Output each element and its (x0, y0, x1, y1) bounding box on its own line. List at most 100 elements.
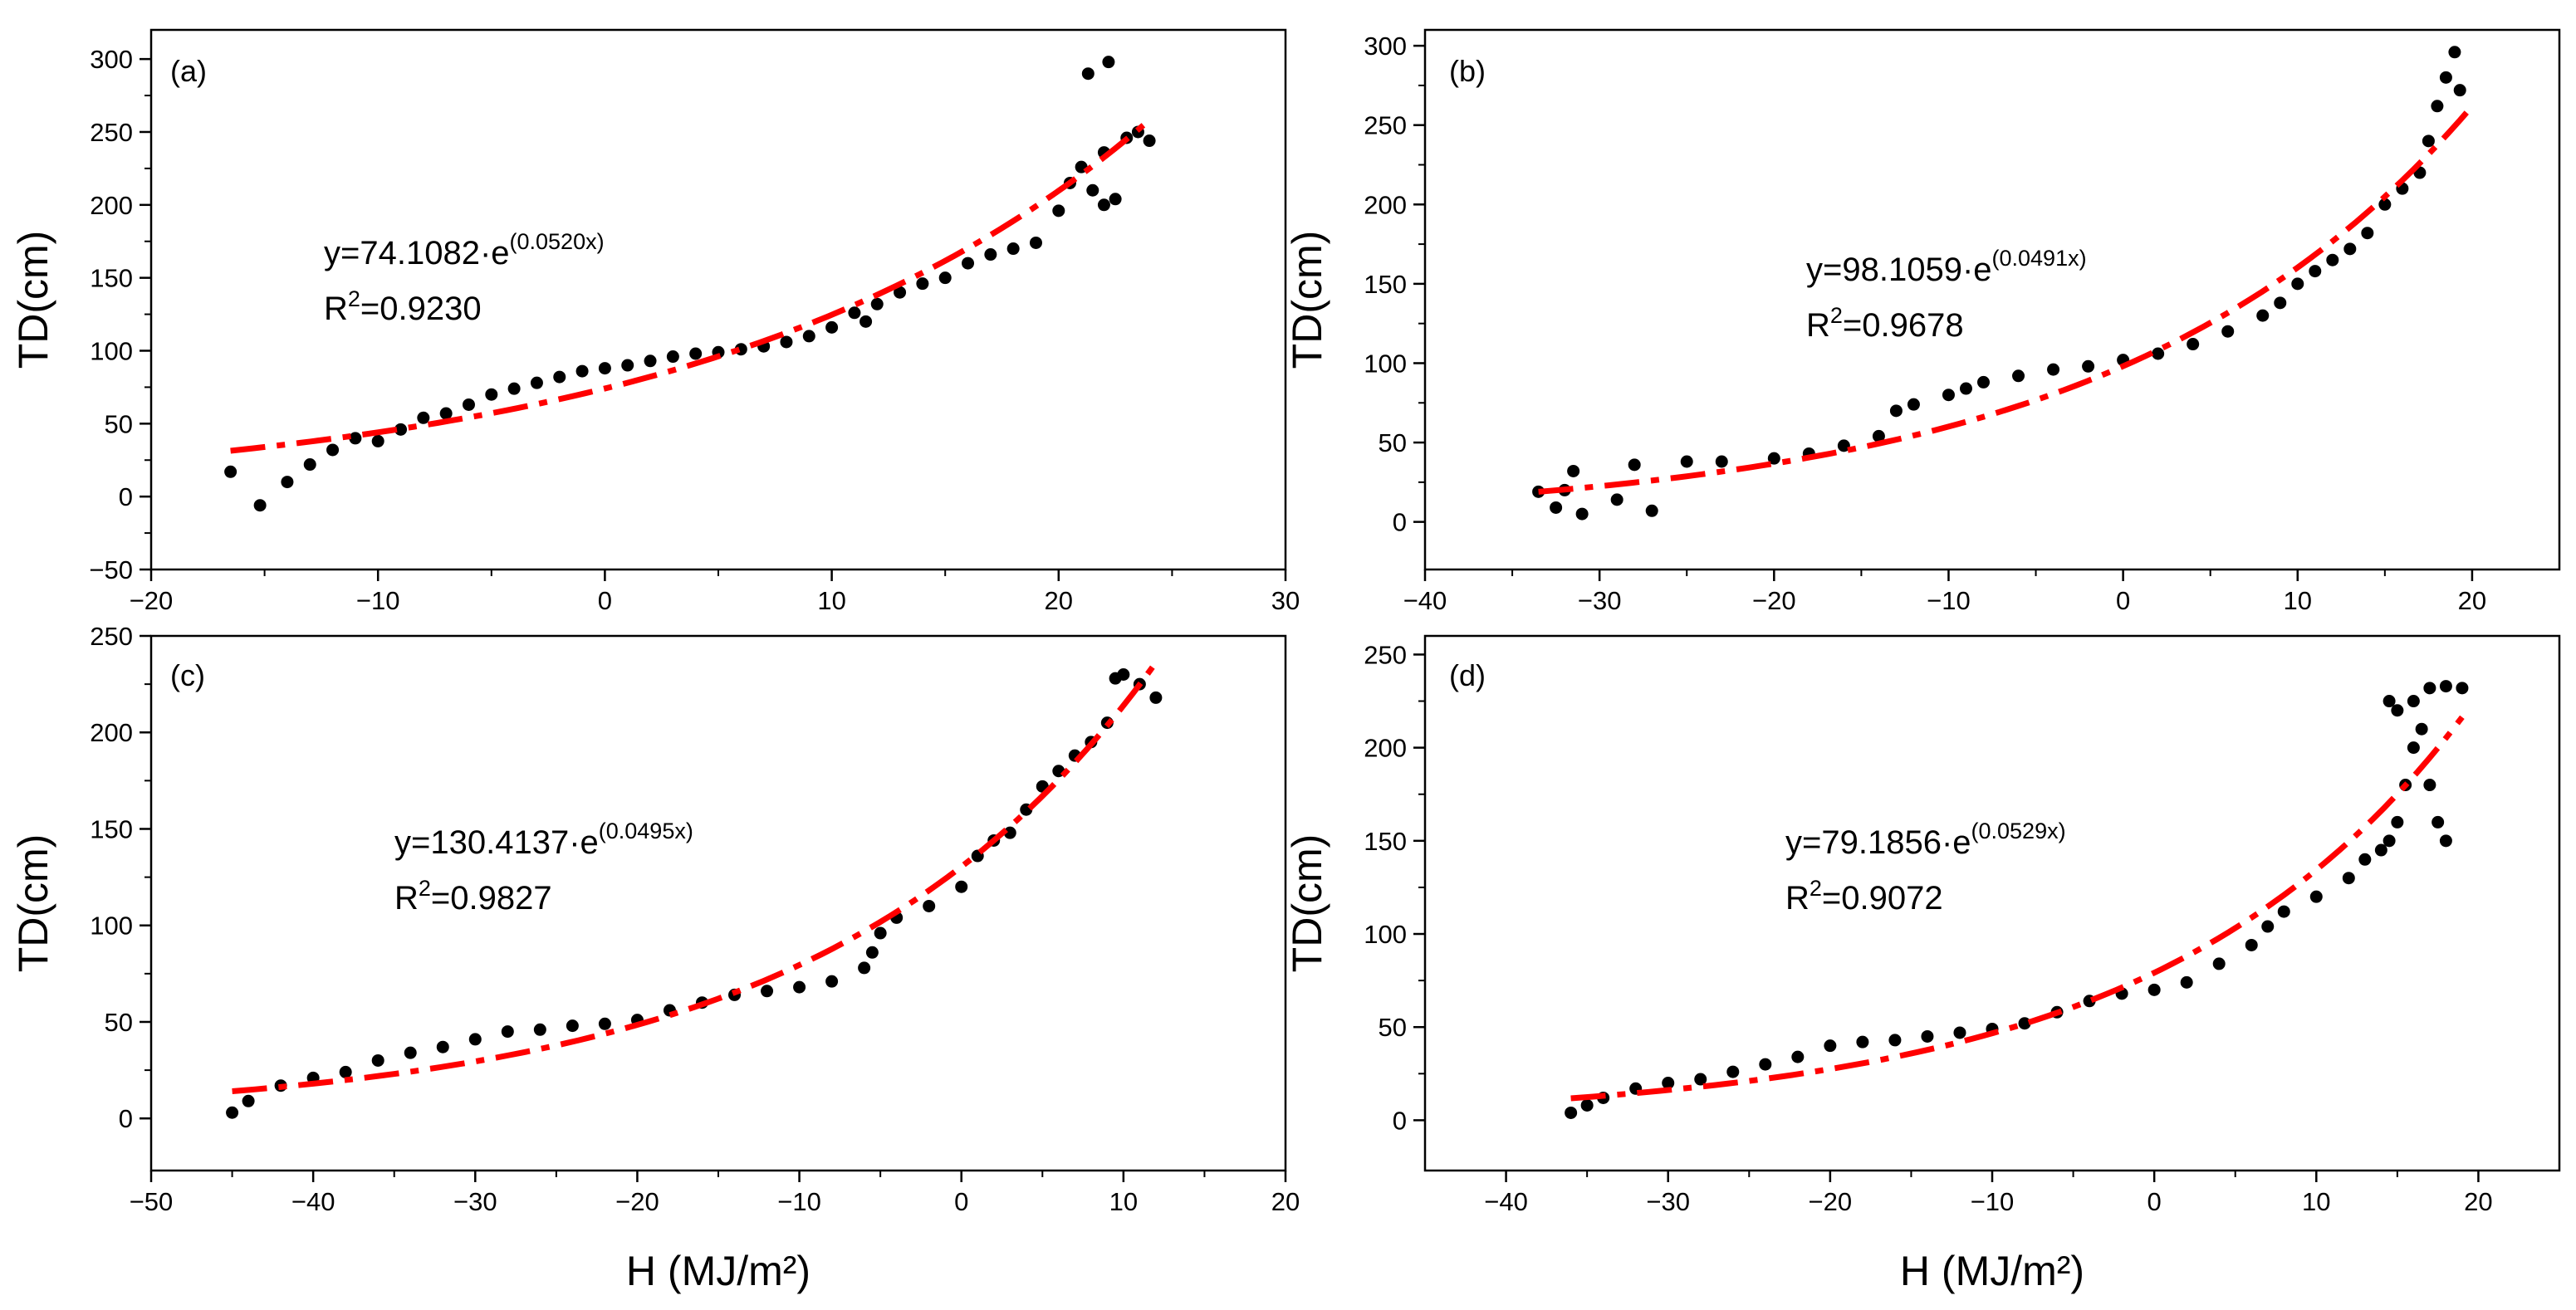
data-point (404, 1046, 417, 1059)
data-point (2277, 905, 2290, 918)
data-point (1149, 691, 1163, 704)
plot-frame (149, 634, 1287, 1172)
data-point (1109, 193, 1122, 206)
data-point (2431, 100, 2444, 113)
data-point (2082, 359, 2095, 373)
fit-equation-exponent: (0.0491x) (1992, 246, 2087, 271)
data-point (761, 985, 774, 998)
data-point (1662, 1077, 1675, 1090)
fit-equation-base: y=74.1082·e (324, 235, 510, 271)
x-tick-label: 10 (1109, 1187, 1138, 1216)
data-point (553, 370, 566, 384)
y-tick-label: 200 (1364, 734, 1407, 763)
data-point (2439, 680, 2452, 693)
data-point (793, 980, 806, 994)
data-point (2378, 198, 2392, 211)
data-point (865, 946, 879, 959)
fit-equation: y=130.4137·e(0.0495x) (394, 819, 693, 861)
x-tick-label: −50 (130, 1187, 174, 1216)
panel-label: (a) (170, 54, 207, 88)
x-tick-label: −30 (453, 1187, 497, 1216)
y-tick-label: 150 (1364, 827, 1407, 856)
data-point (326, 443, 340, 457)
data-point (825, 975, 839, 988)
data-point (253, 499, 267, 512)
data-point (436, 1040, 449, 1053)
data-point (281, 476, 294, 489)
data-point (984, 248, 997, 262)
data-point (417, 411, 430, 424)
panel-label: (c) (170, 658, 205, 692)
r-squared: R2=0.9678 (1806, 303, 1964, 344)
data-point (1680, 455, 1693, 468)
data-point (2448, 46, 2461, 59)
y-tick-label: 250 (1364, 111, 1407, 140)
data-point (2361, 227, 2374, 240)
x-tick-label: −20 (615, 1187, 659, 1216)
fit-equation: y=74.1082·e(0.0520x) (324, 229, 605, 271)
data-point (802, 330, 815, 343)
data-point (1052, 204, 1065, 218)
data-point (2453, 84, 2466, 97)
x-tick-label: −30 (1578, 586, 1622, 615)
x-tick-label: 20 (2464, 1187, 2492, 1216)
data-point (938, 271, 952, 285)
data-point (2309, 265, 2322, 278)
data-point (2432, 815, 2445, 829)
y-tick-label: 0 (1393, 1106, 1407, 1135)
data-point (2147, 983, 2161, 996)
x-tick-label: −20 (130, 586, 174, 615)
data-point (2018, 1017, 2031, 1030)
y-tick-label: 0 (119, 482, 133, 511)
data-point (1580, 1098, 1594, 1112)
data-point (1567, 464, 1580, 477)
data-point (598, 362, 611, 375)
r-squared-label: R (1806, 307, 1830, 344)
data-point (621, 359, 634, 372)
y-tick-label: 100 (90, 912, 133, 941)
x-tick-label: −30 (1646, 1187, 1690, 1216)
data-point (468, 1033, 482, 1046)
data-point (1645, 504, 1658, 517)
data-point (874, 926, 887, 940)
x-tick-label: −40 (1484, 1187, 1528, 1216)
data-point (2407, 741, 2420, 755)
panel-b: −40 −30 −20 −10 0 10 20050100150200250300TD(cm… (1284, 28, 2561, 615)
data-point (1628, 458, 1641, 472)
data-point (1856, 1035, 1869, 1048)
panel-d: −40 −30 −20 −10 0 10 20050100150200250TD(cm)(d… (1284, 634, 2561, 1216)
data-point (1003, 826, 1016, 839)
data-point (598, 1017, 611, 1030)
x-tick-label: 0 (954, 1187, 968, 1216)
data-point (371, 1053, 384, 1067)
x-tick-label: −20 (1752, 586, 1796, 615)
data-point (2326, 253, 2339, 266)
fit-equation-exponent: (0.0520x) (510, 229, 605, 254)
plot-frame (149, 28, 1287, 571)
data-point (530, 376, 543, 389)
data-point (1976, 375, 1990, 389)
x-tick-label: −10 (777, 1187, 821, 1216)
r-squared: R2=0.9072 (1785, 876, 1943, 917)
fit-equation: y=98.1059·e(0.0491x) (1806, 246, 2087, 288)
data-point (2422, 134, 2435, 148)
y-tick-label: 200 (90, 191, 133, 220)
x-tick-label: 20 (1045, 586, 1073, 615)
r-squared-sup: 2 (419, 876, 431, 901)
x-tick-label: 0 (2147, 1187, 2162, 1216)
y-tick-label: 50 (1379, 428, 1407, 457)
x-tick-label: 20 (1271, 1187, 1300, 1216)
x-tick-label: 10 (817, 586, 845, 615)
data-point (1102, 56, 1115, 69)
data-point (2439, 71, 2452, 84)
r-squared-label: R (394, 880, 419, 917)
data-point (1694, 1073, 1707, 1086)
data-point (575, 364, 589, 378)
data-point (1006, 242, 1020, 256)
data-point (780, 335, 793, 349)
data-point (501, 1025, 514, 1039)
r-squared-value: =0.9230 (360, 291, 482, 327)
y-tick-label: 300 (90, 45, 133, 74)
y-tick-label: 0 (119, 1104, 133, 1133)
